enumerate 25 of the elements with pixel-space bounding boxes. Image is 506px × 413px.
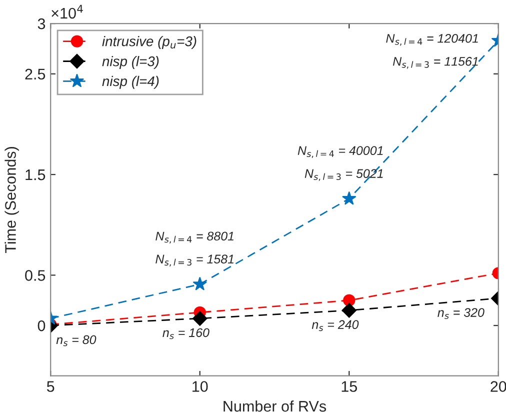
x-tick-label: 10: [192, 381, 208, 392]
annotation: n$_{s}$ = 160: [162, 328, 210, 340]
y-tick-label: 2.5: [25, 68, 46, 80]
x-axis-title: Number of RVs: [224, 400, 326, 412]
y-tick-label: 0.5: [25, 270, 46, 281]
annotation: n$_{s}$ = 240: [312, 320, 359, 332]
y-tick-label: 1.5: [26, 170, 46, 180]
x-tick-label: 20: [490, 381, 506, 392]
annotation: N$_{s,l=4}$ = 40001: [298, 146, 383, 158]
legend-label: nisp (l=4): [102, 76, 159, 89]
text: ×10$^{4}$: [52, 4, 83, 19]
annotation: N$_{s,l=3}$ = 5021: [304, 169, 383, 181]
legend-label: intrusive (p$_{u}$=3): [102, 36, 196, 49]
annotation: N$_{s,l=3}$ = 11561: [392, 56, 478, 69]
annotation: n$_{s}$ = 320: [438, 308, 484, 319]
legend-label: nisp (l=3): [102, 56, 159, 69]
annotation: n$_{s}$ = 80: [56, 335, 96, 346]
y-axis-title: Time (Seconds): [4, 147, 19, 253]
x-tick-label: 15: [342, 381, 357, 392]
y-tick-label: 0: [38, 320, 46, 332]
annotation: N$_{s,l=4}$ = 8801: [156, 232, 234, 244]
annotation: N$_{s,l=3}$ = 1581: [156, 254, 234, 266]
x-tick-label: 5: [46, 381, 54, 392]
y-tick-label: 3: [38, 18, 46, 30]
annotation: N$_{s,l=4}$ = 120401: [386, 34, 478, 46]
